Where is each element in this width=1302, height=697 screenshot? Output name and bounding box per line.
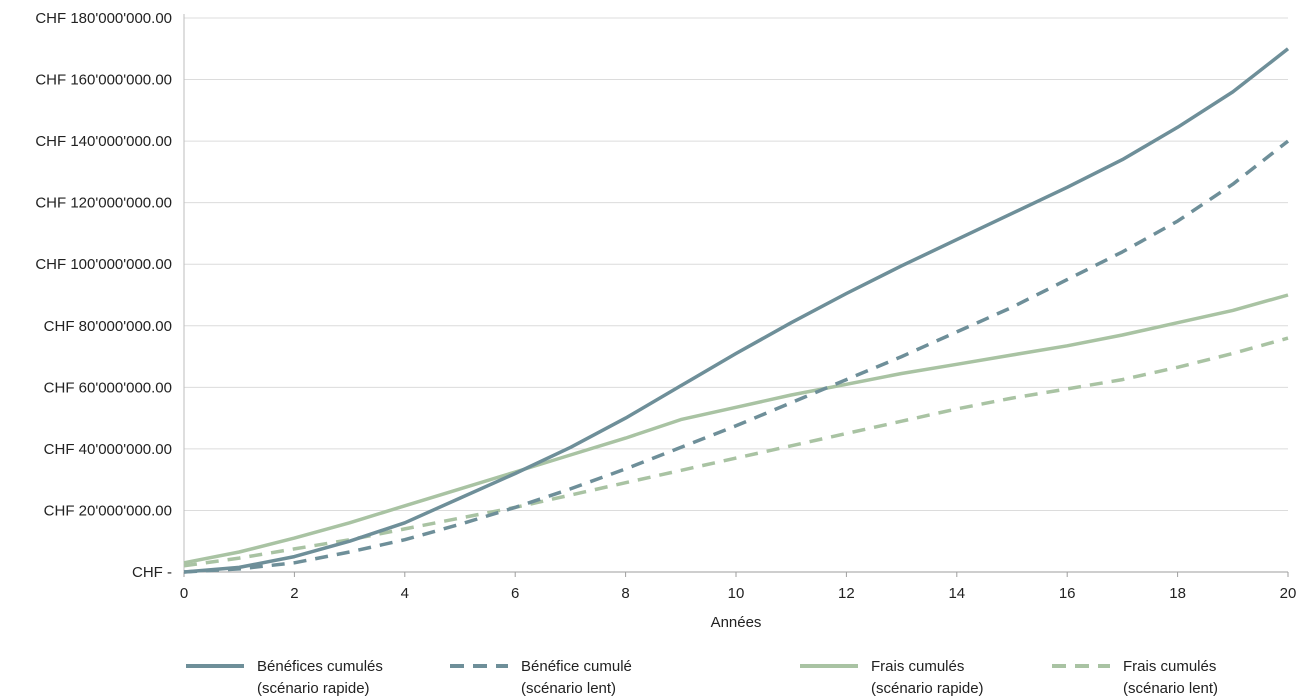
x-tick-label: 6 [511, 585, 519, 602]
x-axis-title: Années [711, 614, 762, 631]
y-tick-label: CHF 20'000'000.00 [44, 502, 172, 519]
y-tick-label: CHF 80'000'000.00 [44, 318, 172, 335]
axes [183, 14, 1289, 577]
x-tick-label: 4 [401, 585, 409, 602]
series-line-1 [183, 47, 1290, 574]
y-tick-label: CHF 60'000'000.00 [44, 379, 172, 396]
legend-label-3: Frais cumulés [871, 658, 964, 675]
x-tick-label: 8 [621, 585, 629, 602]
y-tick-label: CHF 180'000'000.00 [35, 10, 172, 27]
x-tick-label: 14 [948, 585, 965, 602]
x-tick-label: 0 [180, 585, 188, 602]
gridlines [184, 17, 1288, 511]
tick-labels: CHF - CHF 20'000'000.00 CHF 40'000'000.00 C… [35, 10, 1296, 602]
legend-label-1: Bénéfices cumulés [257, 658, 383, 675]
x-tick-label: 10 [728, 585, 745, 602]
series-line-3 [183, 293, 1289, 565]
legend-label-2: Bénéfice cumulé [521, 658, 632, 675]
legend: Bénéfices cumulés (scénario rapide) Bénéfi… [186, 658, 1218, 697]
x-tick-label: 20 [1280, 585, 1297, 602]
legend-sublabel-3: (scénario rapide) [871, 680, 984, 697]
series-lines [183, 47, 1290, 574]
x-tick-label: 2 [290, 585, 298, 602]
x-tick-label: 12 [838, 585, 855, 602]
series-line-2 [183, 139, 1290, 574]
legend-sublabel-4: (scénario lent) [1123, 680, 1218, 697]
y-tick-label: CHF 140'000'000.00 [35, 133, 172, 150]
y-tick-label: CHF 120'000'000.00 [35, 195, 172, 212]
series-line-4 [183, 336, 1289, 568]
y-tick-label: CHF 40'000'000.00 [44, 441, 172, 458]
y-tick-label: CHF 160'000'000.00 [35, 72, 172, 89]
x-tick-label: 18 [1169, 585, 1186, 602]
y-tick-label: CHF - [132, 564, 172, 581]
legend-sublabel-1: (scénario rapide) [257, 680, 370, 697]
legend-label-4: Frais cumulés [1123, 658, 1216, 675]
y-tick-label: CHF 100'000'000.00 [35, 256, 172, 273]
legend-sublabel-2: (scénario lent) [521, 680, 616, 697]
x-tick-label: 16 [1059, 585, 1076, 602]
